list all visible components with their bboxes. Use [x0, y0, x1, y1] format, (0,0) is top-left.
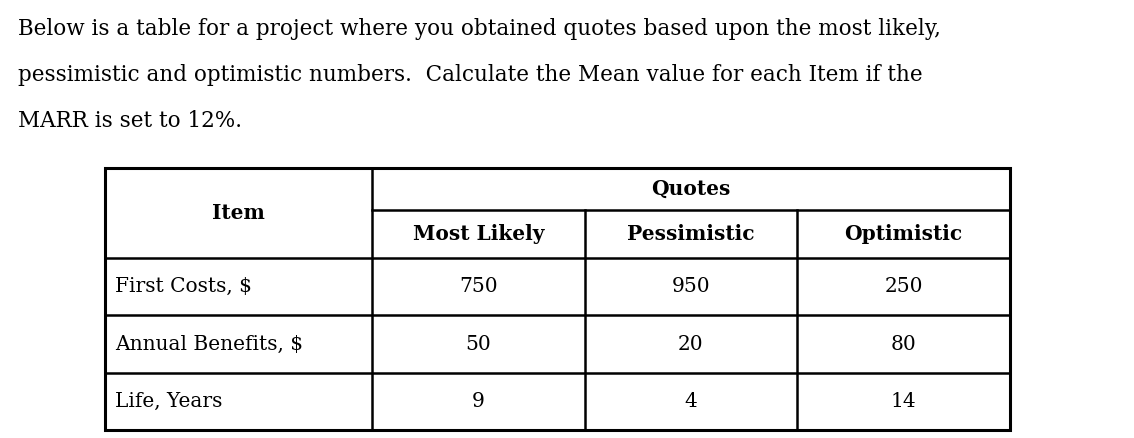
Text: 20: 20	[678, 335, 704, 353]
Text: MARR is set to 12%.: MARR is set to 12%.	[18, 110, 242, 132]
Text: 80: 80	[891, 335, 916, 353]
Text: Below is a table for a project where you obtained quotes based upon the most lik: Below is a table for a project where you…	[18, 18, 941, 40]
Bar	[105, 168, 1010, 430]
Text: 950: 950	[671, 277, 710, 296]
Text: Life, Years: Life, Years	[115, 392, 222, 411]
Text: 14: 14	[891, 392, 916, 411]
Text: Pessimistic: Pessimistic	[627, 224, 755, 244]
Text: Most Likely: Most Likely	[413, 224, 544, 244]
Text: 50: 50	[465, 335, 491, 353]
Text: Optimistic: Optimistic	[845, 224, 963, 244]
Text: pessimistic and optimistic numbers.  Calculate the Mean value for each Item if t: pessimistic and optimistic numbers. Calc…	[18, 64, 923, 86]
Text: Quotes: Quotes	[651, 179, 730, 199]
Text: Item: Item	[212, 203, 265, 223]
Text: 9: 9	[472, 392, 484, 411]
Text: 4: 4	[685, 392, 697, 411]
Text: Annual Benefits, $: Annual Benefits, $	[115, 335, 303, 353]
Text: 250: 250	[885, 277, 923, 296]
Text: 750: 750	[459, 277, 498, 296]
Text: First Costs, $: First Costs, $	[115, 277, 252, 296]
